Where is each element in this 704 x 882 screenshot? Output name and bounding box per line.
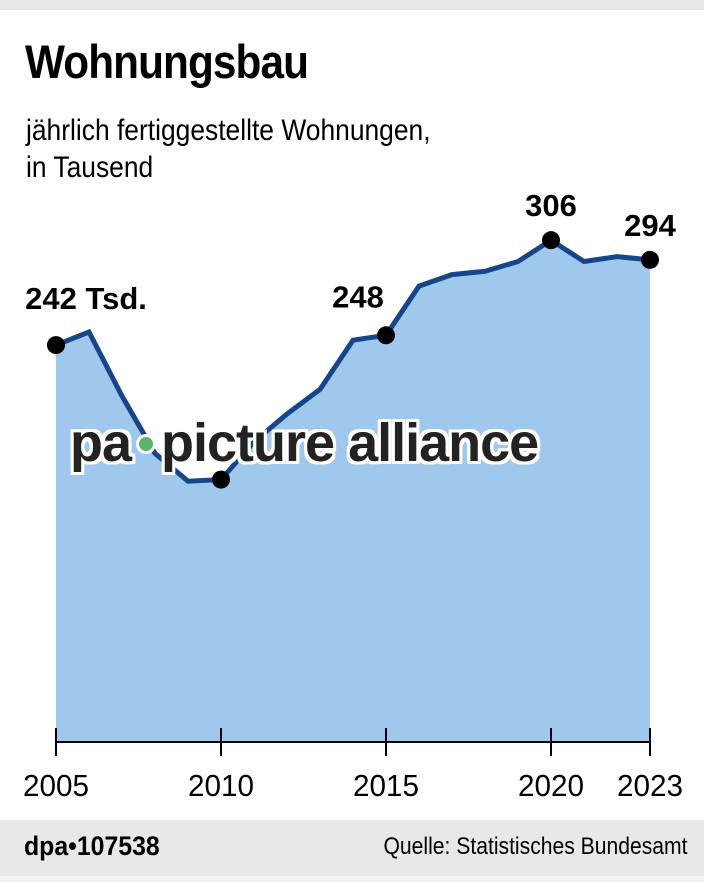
x-tick-label: 2010 <box>188 768 254 803</box>
watermark-left: pa <box>70 413 132 473</box>
data-marker <box>47 336 65 355</box>
graphic-id: dpa•107538 <box>24 831 160 861</box>
x-tick-label: 2023 <box>617 768 683 803</box>
watermark: pa picture alliance <box>70 412 539 474</box>
data-label: 306 <box>525 188 577 223</box>
data-label: 242 Tsd. <box>25 281 147 316</box>
area-fill <box>56 240 650 742</box>
x-tick-label: 2020 <box>518 768 584 803</box>
data-marker <box>542 231 560 250</box>
chart-title: Wohnungsbau <box>25 35 309 88</box>
data-markers <box>47 231 659 489</box>
top-bar <box>0 0 704 10</box>
data-marker <box>212 470 230 489</box>
subtitle-line-1: jährlich fertiggestellte Wohnungen, <box>26 114 431 147</box>
data-label: 294 <box>624 208 676 243</box>
x-tick-label: 2005 <box>23 768 89 803</box>
subtitle-line-2: in Tausend <box>26 151 154 184</box>
data-marker <box>641 250 659 269</box>
watermark-dot-icon <box>139 436 154 451</box>
footer-bottom-strip <box>0 876 704 882</box>
source-credit: Quelle: Statistisches Bundesamt <box>383 833 688 860</box>
data-label: 248 <box>332 279 384 314</box>
area-chart: 2005 2010 2015 2020 2023 242 Tsd. 248 306 294 <box>23 188 683 803</box>
data-labels: 242 Tsd. 248 306 294 <box>25 188 676 316</box>
x-axis: 2005 2010 2015 2020 2023 <box>23 728 683 803</box>
chart-subtitle: jährlich fertiggestellte Wohnungen, in T… <box>26 112 431 186</box>
x-tick-label: 2015 <box>353 768 419 803</box>
data-marker <box>377 326 395 345</box>
watermark-right: picture alliance <box>161 413 539 473</box>
footer: dpa•107538 Quelle: Statistisches Bundesa… <box>0 820 704 876</box>
